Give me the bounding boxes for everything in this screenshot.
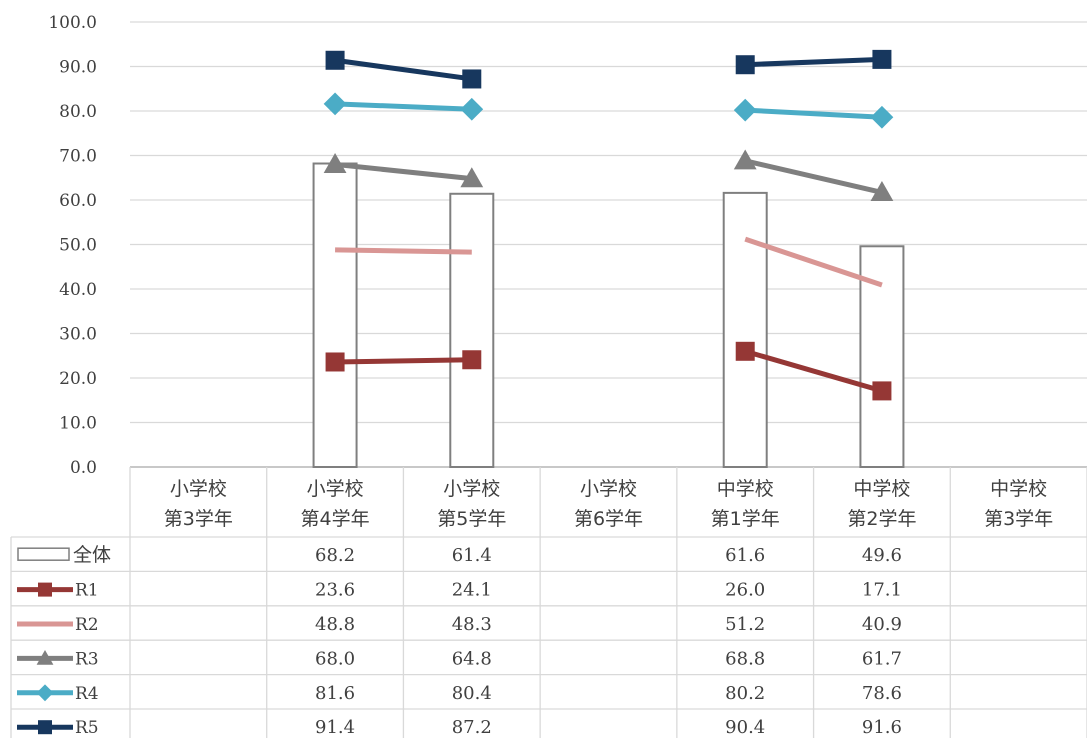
data-table-cell: 61.6 [725, 545, 765, 566]
data-table-cell: 49.6 [862, 545, 902, 566]
legend-label-R3: R3 [75, 649, 99, 669]
point-R3 [323, 153, 347, 173]
data-table-cell: 90.4 [725, 717, 765, 738]
line-R2 [744, 236, 883, 288]
legend-marker-R4 [36, 684, 54, 702]
point-R4 [460, 97, 484, 121]
data-table-cell: 48.3 [452, 614, 492, 635]
line-R2 [335, 247, 472, 255]
y-tick-label: 70.0 [59, 147, 97, 167]
data-table-cell: 48.8 [315, 614, 355, 635]
data-table-cell: 26.0 [725, 580, 765, 601]
category-label: 第3学年 [164, 508, 233, 530]
data-table-cell: 23.6 [315, 580, 355, 601]
category-label: 第3学年 [984, 508, 1053, 530]
data-table-cell: 87.2 [452, 717, 492, 738]
point-R1 [735, 341, 755, 361]
point-R4 [323, 92, 347, 116]
data-table-cell: 81.6 [315, 683, 355, 704]
legend-label-R4: R4 [75, 684, 99, 704]
line-R1 [744, 348, 883, 394]
point-R3 [870, 181, 894, 201]
data-table-cell: 91.6 [862, 717, 902, 738]
legend-label-R2: R2 [75, 615, 99, 635]
point-R1 [325, 352, 345, 372]
data-table-cell: 17.1 [862, 580, 902, 601]
point-R1 [462, 350, 482, 370]
category-label: 第1学年 [711, 508, 780, 530]
category-label: 小学校 [580, 478, 637, 500]
point-R5 [735, 55, 755, 75]
category-label: 第4学年 [301, 508, 370, 530]
data-table-cell: 51.2 [725, 614, 765, 635]
line-R1 [335, 357, 472, 365]
point-R3 [460, 167, 484, 188]
category-label: 小学校 [307, 478, 364, 500]
data-table-cell: 61.7 [862, 648, 902, 669]
y-tick-label: 40.0 [59, 280, 97, 300]
legend-key-全体 [17, 547, 70, 561]
y-tick-label: 60.0 [59, 191, 97, 211]
bar-全体 [449, 192, 495, 469]
data-table-cell: 24.1 [452, 580, 492, 601]
y-tick-label: 20.0 [59, 369, 97, 389]
data-table-cell: 61.4 [452, 545, 492, 566]
y-tick-label: 50.0 [59, 236, 97, 256]
point-R3 [733, 149, 757, 170]
y-tick-label: 90.0 [59, 58, 97, 78]
data-table-cell: 68.8 [725, 648, 765, 669]
y-tick-label: 0.0 [70, 458, 97, 478]
category-label: 中学校 [990, 478, 1047, 500]
category-label: 第6学年 [574, 508, 643, 530]
point-R5 [872, 49, 892, 69]
line-R4 [745, 107, 883, 120]
legend-marker-R5 [38, 720, 52, 735]
category-label: 小学校 [443, 478, 500, 500]
legend-marker-R1 [38, 582, 52, 597]
data-table-cell: 68.2 [315, 545, 355, 566]
category-label: 第2学年 [847, 508, 916, 530]
line-R5 [334, 57, 473, 82]
line-R5 [745, 56, 883, 68]
data-table-cell: 80.4 [452, 683, 492, 704]
data-table-cell: 64.8 [452, 648, 492, 669]
category-label: 中学校 [717, 478, 774, 500]
point-R1 [872, 381, 892, 401]
point-R5 [462, 69, 482, 89]
line-R4 [334, 101, 472, 112]
y-tick-label: 80.0 [59, 102, 97, 122]
data-table-cell: 91.4 [315, 717, 355, 738]
y-tick-label: 100.0 [48, 13, 97, 33]
line-R3 [744, 158, 883, 195]
data-table-cell: 80.2 [725, 683, 765, 704]
y-tick-label: 30.0 [59, 325, 97, 345]
category-label: 中学校 [853, 478, 910, 500]
legend-label-R5: R5 [75, 718, 99, 738]
y-tick-label: 10.0 [59, 414, 97, 434]
legend-marker-R3 [36, 650, 54, 665]
category-label: 小学校 [170, 478, 227, 500]
point-R5 [325, 50, 345, 70]
category-label: 第5学年 [437, 508, 506, 530]
point-R4 [733, 98, 757, 122]
point-R4 [870, 105, 894, 129]
data-table-cell: 40.9 [862, 614, 902, 635]
legend-label-全体: 全体 [73, 544, 111, 566]
data-table-cell: 68.0 [315, 648, 355, 669]
line-R3 [334, 161, 473, 182]
bar-全体 [722, 191, 768, 468]
bar-全体 [312, 162, 358, 468]
legend-label-R1: R1 [75, 581, 99, 601]
data-table-cell: 78.6 [862, 683, 902, 704]
